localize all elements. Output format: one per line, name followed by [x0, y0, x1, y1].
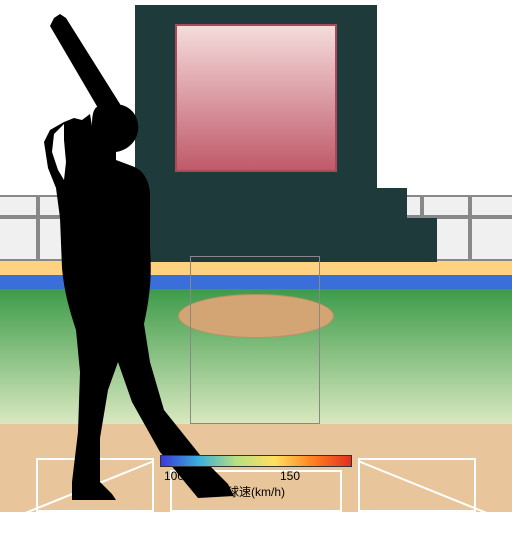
legend-axis-label: 球速(km/h) — [160, 483, 352, 500]
velocity-legend: 100150 球速(km/h) — [160, 455, 352, 500]
legend-gradient-bar — [160, 455, 352, 467]
legend-ticks: 100150 — [160, 469, 352, 483]
pitch-location-chart: 100150 球速(km/h) — [0, 0, 512, 512]
batter-silhouette — [0, 12, 240, 500]
